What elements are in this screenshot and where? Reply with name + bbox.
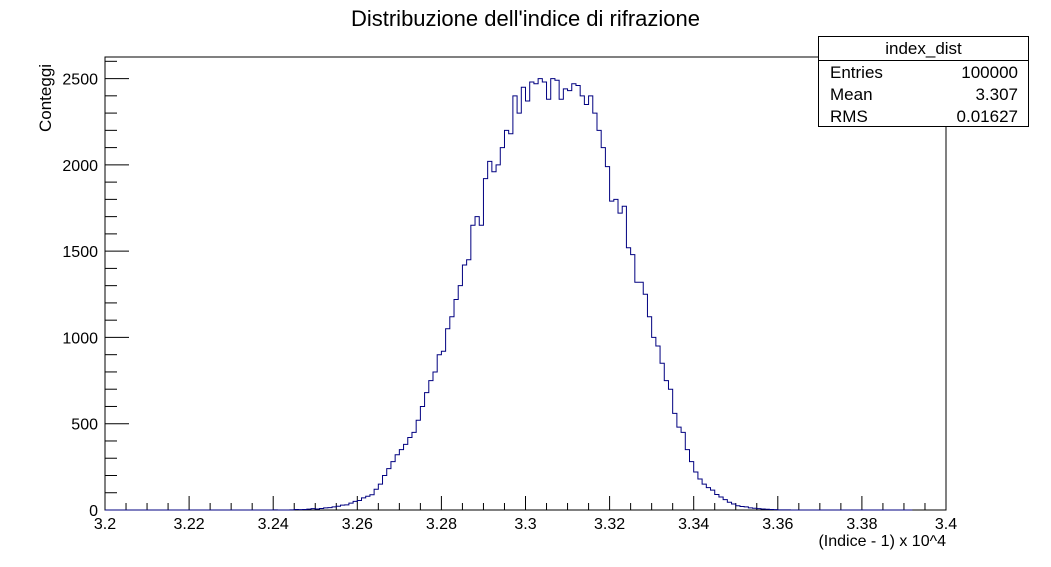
stats-label: Entries (830, 63, 883, 82)
x-tick-label: 3.24 (258, 516, 289, 533)
stats-title: index_dist (819, 37, 1028, 61)
stats-box: index_dist Entries 100000 Mean 3.307 RMS… (818, 36, 1029, 127)
stats-value: 100000 (961, 63, 1018, 82)
chart-title: Distribuzione dell'indice di rifrazione (350, 6, 701, 31)
stats-label: RMS (830, 107, 868, 126)
histogram-series (105, 78, 913, 511)
x-axis-label: (Indice - 1) x 10^4 (818, 533, 946, 550)
x-tick-label: 3.3 (514, 516, 536, 533)
y-tick-label: 500 (71, 417, 98, 434)
y-tick-label: 0 (89, 503, 98, 520)
y-tick-label: 1000 (62, 330, 98, 347)
x-tick-label: 3.34 (678, 516, 709, 533)
x-tick-label: 3.4 (935, 516, 957, 533)
x-tick-label: 3.28 (426, 516, 457, 533)
y-tick-label: 1500 (62, 244, 98, 261)
stats-label: Mean (830, 85, 873, 104)
y-tick-label: 2500 (62, 72, 98, 89)
stats-row-rms: RMS 0.01627 (819, 105, 1028, 127)
x-tick-label: 3.2 (94, 516, 116, 533)
x-tick-label: 3.36 (762, 516, 793, 533)
x-tick-label: 3.26 (342, 516, 373, 533)
x-tick-label: 3.38 (846, 516, 877, 533)
y-axis-label: Conteggi (36, 63, 55, 132)
x-tick-label: 3.32 (594, 516, 625, 533)
y-tick-label: 2000 (62, 158, 98, 175)
stats-value: 3.307 (975, 85, 1018, 104)
stats-row-entries: Entries 100000 (819, 61, 1028, 83)
x-tick-label: 3.22 (174, 516, 205, 533)
stats-row-mean: Mean 3.307 (819, 83, 1028, 105)
stats-value: 0.01627 (956, 107, 1018, 126)
